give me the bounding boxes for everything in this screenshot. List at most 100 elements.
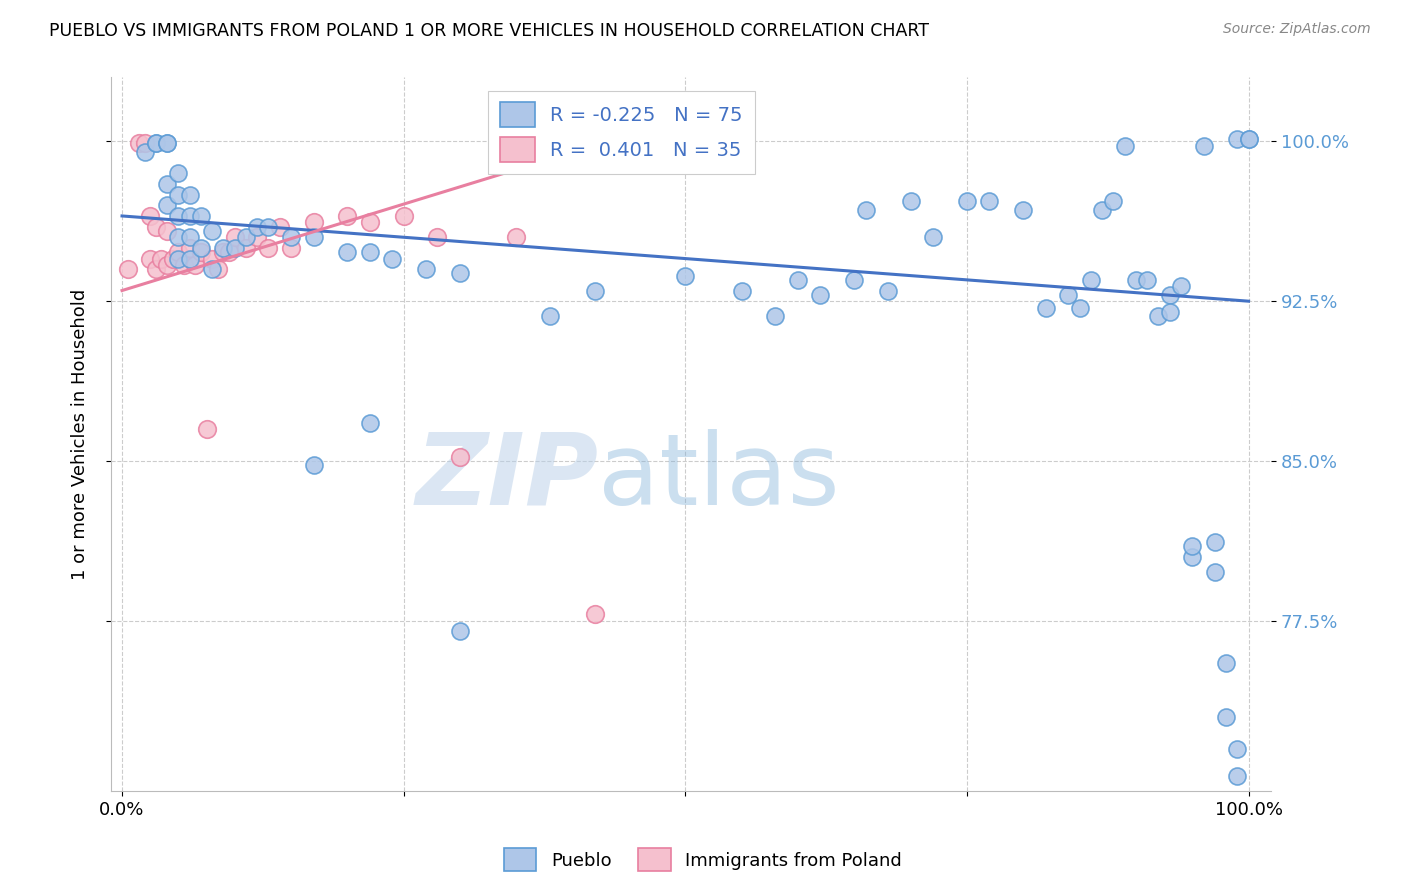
Point bbox=[167, 209, 190, 223]
Point bbox=[1192, 138, 1215, 153]
Point bbox=[224, 230, 246, 244]
Point bbox=[145, 136, 167, 151]
Point bbox=[128, 136, 150, 151]
Point bbox=[1125, 273, 1147, 287]
Point bbox=[134, 145, 156, 159]
Point bbox=[1159, 287, 1181, 301]
Point bbox=[218, 245, 240, 260]
Point bbox=[1114, 138, 1136, 153]
Point bbox=[1012, 202, 1035, 217]
Point bbox=[787, 273, 810, 287]
Point bbox=[449, 267, 471, 281]
Point bbox=[302, 458, 325, 473]
Point bbox=[207, 262, 229, 277]
Point bbox=[1147, 309, 1170, 323]
Point bbox=[179, 209, 201, 223]
Point bbox=[156, 224, 179, 238]
Point bbox=[1170, 279, 1192, 293]
Point bbox=[900, 194, 922, 208]
Point bbox=[855, 202, 877, 217]
Point bbox=[156, 198, 179, 212]
Text: atlas: atlas bbox=[598, 429, 839, 525]
Point bbox=[179, 241, 201, 255]
Point bbox=[1226, 132, 1249, 146]
Point bbox=[1181, 549, 1204, 564]
Point bbox=[190, 245, 212, 260]
Point bbox=[844, 273, 866, 287]
Point bbox=[162, 252, 184, 266]
Point bbox=[1204, 565, 1226, 579]
Point bbox=[156, 136, 179, 151]
Point bbox=[257, 219, 280, 234]
Point bbox=[1069, 301, 1091, 315]
Point bbox=[1215, 709, 1237, 723]
Point bbox=[201, 252, 224, 266]
Point bbox=[201, 224, 224, 238]
Point bbox=[302, 230, 325, 244]
Point bbox=[201, 262, 224, 277]
Point bbox=[269, 219, 291, 234]
Point bbox=[730, 284, 752, 298]
Point bbox=[392, 209, 415, 223]
Point bbox=[336, 245, 359, 260]
Point bbox=[1226, 769, 1249, 783]
Point bbox=[139, 209, 162, 223]
Point bbox=[922, 230, 945, 244]
Point bbox=[280, 241, 302, 255]
Point bbox=[117, 262, 139, 277]
Point bbox=[381, 252, 404, 266]
Point bbox=[190, 241, 212, 255]
Point bbox=[979, 194, 1001, 208]
Point bbox=[956, 194, 979, 208]
Point bbox=[1237, 132, 1260, 146]
Point bbox=[235, 230, 257, 244]
Point bbox=[1035, 301, 1057, 315]
Point bbox=[150, 252, 173, 266]
Point bbox=[583, 284, 606, 298]
Point bbox=[673, 268, 696, 283]
Point bbox=[257, 241, 280, 255]
Point bbox=[134, 136, 156, 151]
Point bbox=[1159, 305, 1181, 319]
Point bbox=[1237, 132, 1260, 146]
Point bbox=[212, 245, 235, 260]
Point bbox=[145, 219, 167, 234]
Text: ZIP: ZIP bbox=[415, 429, 598, 525]
Point bbox=[184, 258, 207, 272]
Text: Source: ZipAtlas.com: Source: ZipAtlas.com bbox=[1223, 22, 1371, 37]
Point bbox=[179, 252, 201, 266]
Point bbox=[280, 230, 302, 244]
Point bbox=[156, 177, 179, 191]
Point bbox=[167, 230, 190, 244]
Point bbox=[1091, 202, 1114, 217]
Point bbox=[246, 219, 269, 234]
Point bbox=[877, 284, 900, 298]
Point bbox=[1204, 535, 1226, 549]
Point bbox=[359, 245, 381, 260]
Point bbox=[1136, 273, 1159, 287]
Point bbox=[538, 309, 561, 323]
Point bbox=[156, 136, 179, 151]
Point bbox=[1080, 273, 1102, 287]
Point bbox=[246, 230, 269, 244]
Point bbox=[167, 187, 190, 202]
Point bbox=[167, 245, 190, 260]
Point bbox=[190, 209, 212, 223]
Point bbox=[359, 215, 381, 229]
Legend: Pueblo, Immigrants from Poland: Pueblo, Immigrants from Poland bbox=[496, 841, 910, 879]
Point bbox=[359, 416, 381, 430]
Point bbox=[145, 262, 167, 277]
Point bbox=[145, 136, 167, 151]
Point bbox=[1226, 741, 1249, 756]
Point bbox=[505, 230, 527, 244]
Text: PUEBLO VS IMMIGRANTS FROM POLAND 1 OR MORE VEHICLES IN HOUSEHOLD CORRELATION CHA: PUEBLO VS IMMIGRANTS FROM POLAND 1 OR MO… bbox=[49, 22, 929, 40]
Point bbox=[195, 422, 218, 436]
Point bbox=[449, 624, 471, 639]
Point bbox=[1102, 194, 1125, 208]
Point bbox=[583, 607, 606, 622]
Point bbox=[415, 262, 437, 277]
Y-axis label: 1 or more Vehicles in Household: 1 or more Vehicles in Household bbox=[72, 289, 89, 580]
Point bbox=[179, 187, 201, 202]
Point bbox=[336, 209, 359, 223]
Point bbox=[224, 241, 246, 255]
